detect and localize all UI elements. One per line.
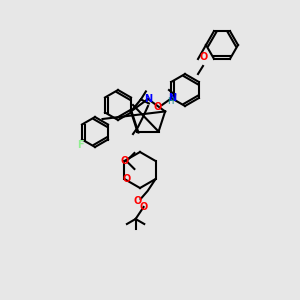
Text: O: O	[154, 102, 162, 112]
Text: N: N	[144, 94, 152, 104]
Text: H: H	[167, 98, 173, 106]
Text: O: O	[140, 202, 148, 212]
Text: O: O	[200, 52, 208, 62]
Text: N: N	[168, 93, 176, 103]
Text: O: O	[134, 196, 142, 206]
Text: O: O	[122, 174, 130, 184]
Text: O: O	[120, 156, 128, 166]
Text: F: F	[77, 140, 83, 150]
